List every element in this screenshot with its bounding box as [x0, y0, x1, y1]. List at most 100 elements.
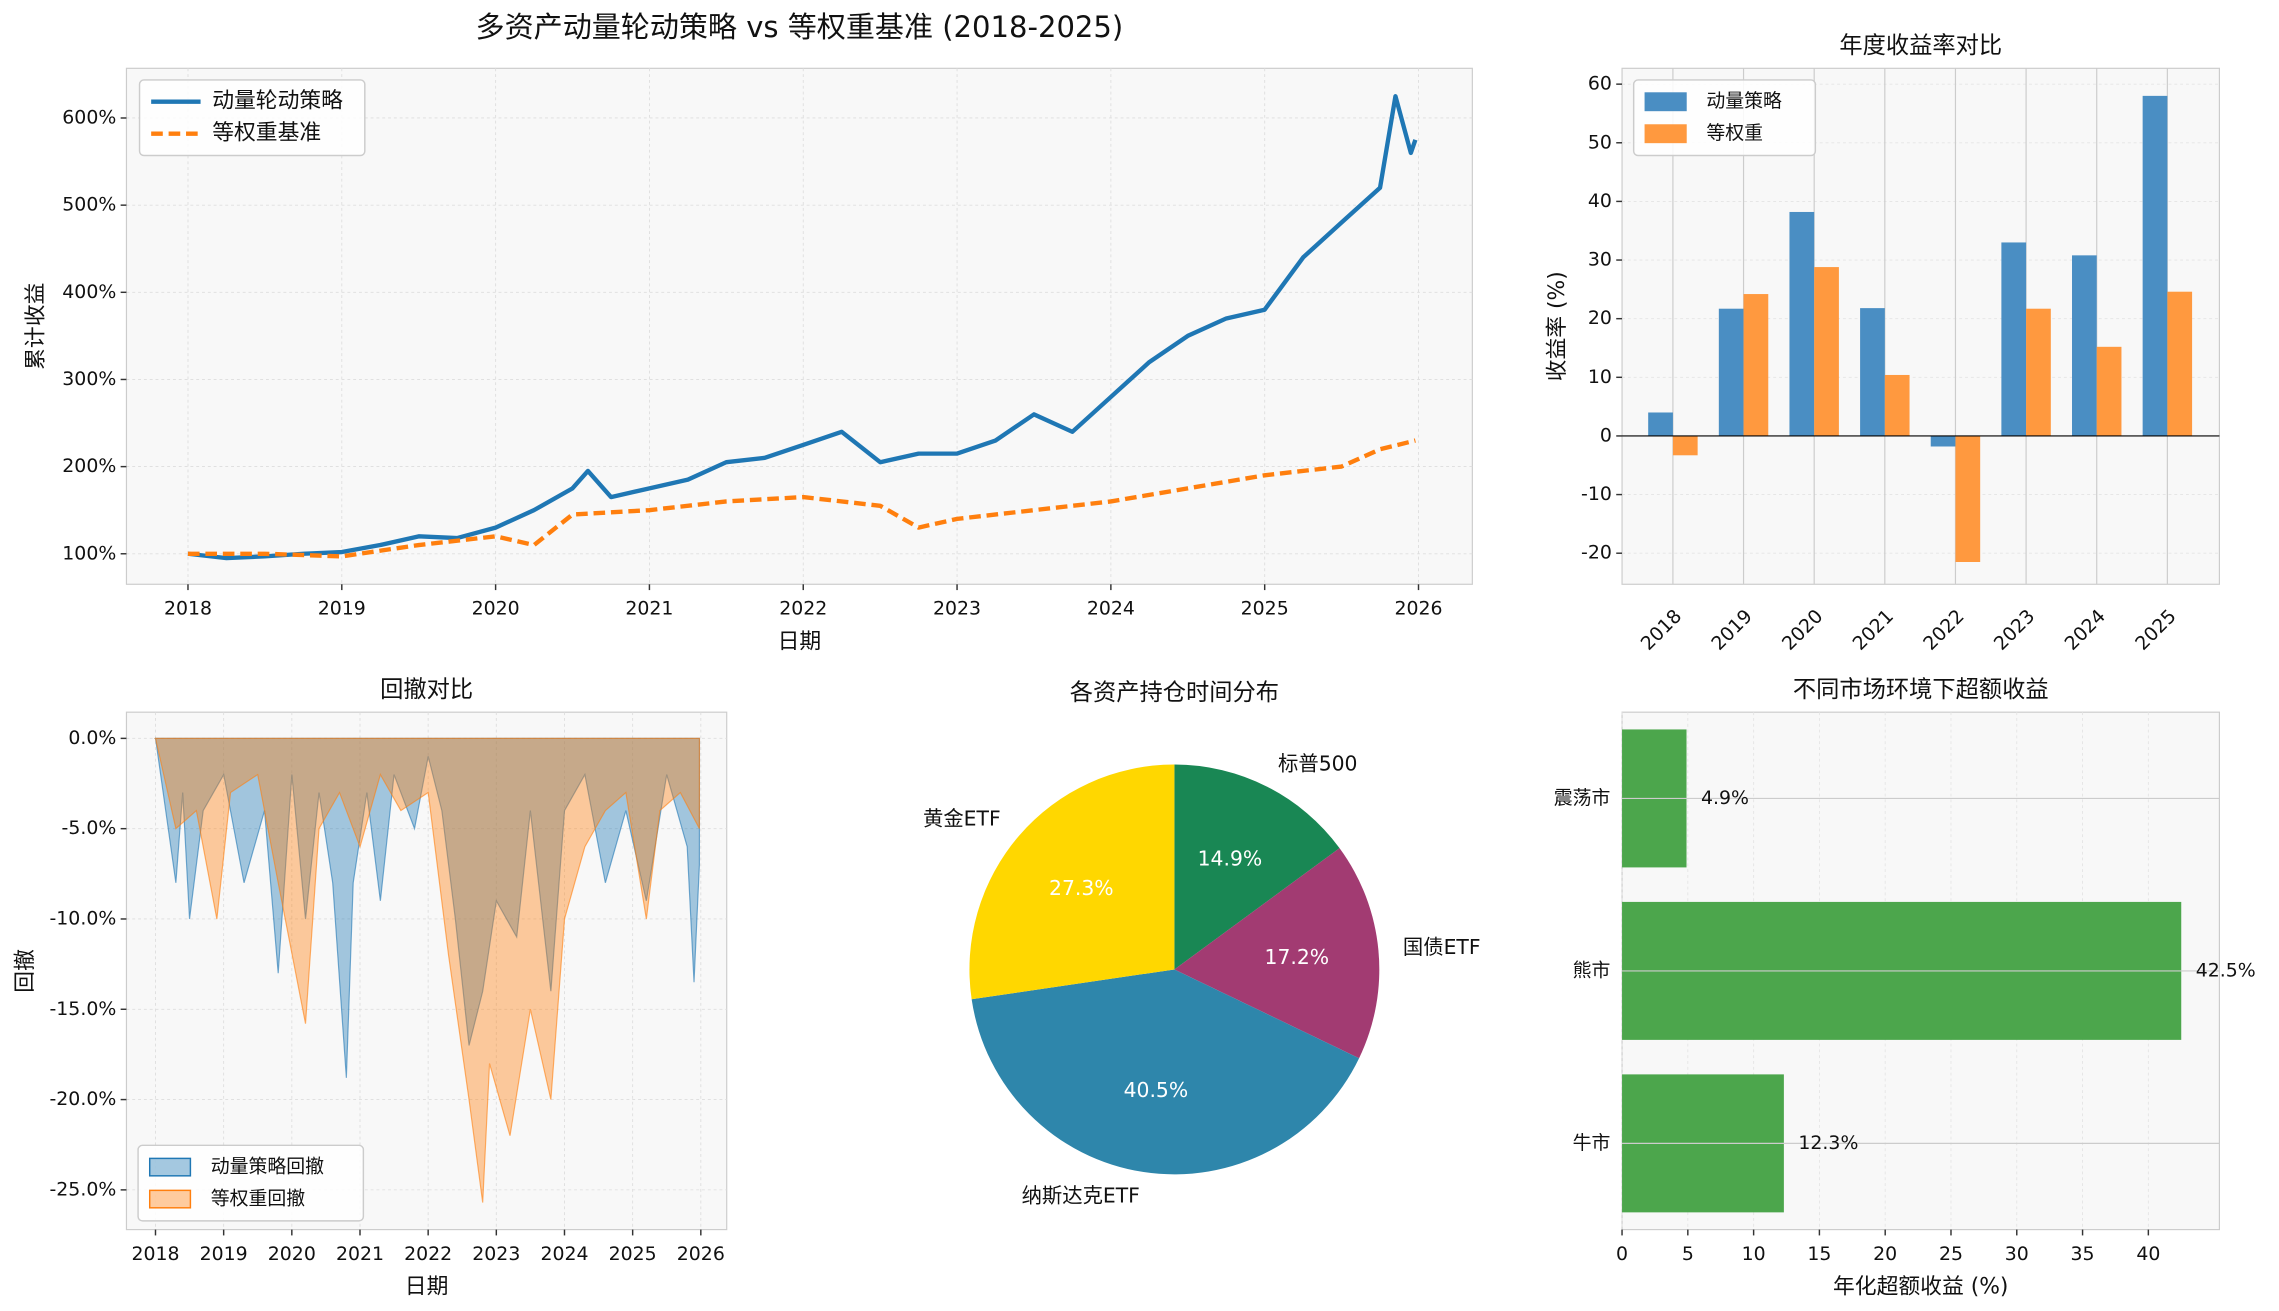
- y-tick-label: -10: [1581, 483, 1612, 505]
- x-tick-label: 2020: [1778, 605, 1828, 655]
- legend-swatch: [1644, 124, 1687, 144]
- bar: [1648, 412, 1673, 436]
- y-tick-label: 10: [1588, 366, 1612, 388]
- y-tick-label: 100%: [62, 542, 116, 564]
- y-axis-label: 收益率 (%): [1545, 271, 1570, 381]
- x-tick-label: 2022: [779, 597, 827, 619]
- x-tick-label: 5: [1682, 1243, 1694, 1265]
- x-tick-label: 25: [1939, 1243, 1963, 1265]
- x-tick-label: 2018: [1637, 605, 1687, 655]
- series-line: [187, 438, 1416, 559]
- y-tick-label: 50: [1588, 131, 1612, 153]
- pie-slice: [1174, 848, 1380, 1059]
- x-tick-label: 40: [2136, 1243, 2160, 1265]
- slice-label: 标普500: [1278, 752, 1357, 776]
- legend-label: 动量策略回撤: [211, 1156, 324, 1178]
- x-tick-label: 2024: [1087, 597, 1135, 619]
- y-tick-label: -20.0%: [49, 1088, 116, 1110]
- x-tick-label: 2022: [404, 1243, 452, 1265]
- value-label: 42.5%: [2196, 959, 2256, 981]
- x-tick-label: 2022: [1919, 605, 1969, 655]
- chart-title: 各资产持仓时间分布: [1070, 679, 1279, 706]
- bar: [1789, 211, 1815, 436]
- value-label: 4.9%: [1701, 787, 1749, 809]
- legend-label: 等权重: [1706, 122, 1763, 144]
- y-tick-label: 0.0%: [68, 727, 116, 749]
- y-tick-label: 0: [1600, 424, 1612, 446]
- y-axis-label: 回撤: [13, 949, 38, 993]
- y-tick-label: -10.0%: [49, 907, 116, 929]
- y-tick-label: 600%: [62, 106, 116, 128]
- x-tick-label: 2020: [268, 1243, 316, 1265]
- x-tick-label: 2023: [933, 597, 981, 619]
- legend-swatch: [1644, 92, 1687, 112]
- slice-label: 黄金ETF: [923, 806, 1001, 830]
- slice-value-label: 27.3%: [1049, 876, 1114, 900]
- x-axis-label: 日期: [778, 629, 822, 654]
- x-tick-label: 2026: [677, 1243, 725, 1265]
- x-tick-label: 2025: [609, 1243, 657, 1265]
- legend-swatch: [148, 1157, 192, 1177]
- bar: [1672, 435, 1698, 456]
- y-tick-label: 60: [1588, 73, 1612, 95]
- x-axis-label: 年化超额收益 (%): [1833, 1275, 2008, 1300]
- chart-title: 不同市场环境下超额收益: [1793, 676, 2049, 703]
- x-tick-label: 30: [2005, 1243, 2029, 1265]
- value-label: 12.3%: [1798, 1132, 1858, 1154]
- slice-value-label: 40.5%: [1124, 1078, 1189, 1102]
- bar: [1743, 294, 1769, 436]
- y-tick-label: 300%: [62, 368, 116, 390]
- bar: [1718, 308, 1744, 436]
- x-tick-label: 35: [2071, 1243, 2095, 1265]
- x-tick-label: 2021: [1849, 605, 1899, 655]
- legend-box: [138, 79, 366, 157]
- legend-label: 等权重回撤: [211, 1188, 305, 1210]
- y-tick-label: 200%: [62, 455, 116, 477]
- x-tick-label: 2019: [318, 597, 366, 619]
- x-tick-label: 2021: [625, 597, 673, 619]
- x-tick-label: 2024: [2060, 605, 2110, 655]
- x-tick-label: 2018: [131, 1243, 179, 1265]
- pie-slice: [969, 764, 1175, 1000]
- y-tick-label: -20: [1581, 542, 1612, 564]
- x-tick-label: 2020: [472, 597, 520, 619]
- drawdown-area: [153, 737, 701, 1203]
- y-tick-label: -25.0%: [49, 1178, 116, 1200]
- slice-label: 国债ETF: [1403, 935, 1481, 959]
- slice-label: 纳斯达克ETF: [1022, 1183, 1140, 1207]
- legend-label: 等权重基准: [212, 121, 321, 146]
- legend-box: [137, 1144, 365, 1222]
- y-axis-label: 累计收益: [23, 283, 48, 370]
- x-tick-label: 2018: [164, 597, 212, 619]
- legend-swatch: [148, 1189, 192, 1209]
- y-tick-label: 500%: [62, 194, 116, 216]
- x-tick-label: 2019: [1707, 605, 1757, 655]
- x-tick-label: 2025: [2131, 605, 2181, 655]
- y-tick-label: -15.0%: [49, 998, 116, 1020]
- chart-title: 多资产动量轮动策略 vs 等权重基准 (2018-2025): [476, 10, 1124, 44]
- y-tick-label: 400%: [62, 281, 116, 303]
- bar: [2072, 255, 2097, 436]
- series-line: [187, 94, 1418, 561]
- x-tick-label: 15: [1807, 1243, 1831, 1265]
- x-tick-label: 10: [1742, 1243, 1766, 1265]
- slice-value-label: 14.9%: [1198, 847, 1263, 871]
- y-tick-label: 20: [1588, 307, 1612, 329]
- legend-label: 动量轮动策略: [212, 89, 343, 114]
- y-tick-label: -5.0%: [62, 817, 117, 839]
- bar: [2167, 291, 2193, 436]
- x-tick-label: 2024: [540, 1243, 588, 1265]
- y-tick-label: 40: [1588, 190, 1612, 212]
- y-tick-label: 熊市: [1573, 959, 1611, 981]
- bar: [2142, 95, 2168, 436]
- slice-value-label: 17.2%: [1265, 945, 1330, 969]
- x-tick-label: 0: [1616, 1243, 1628, 1265]
- x-tick-label: 2021: [336, 1243, 384, 1265]
- chart-title: 年度收益率对比: [1839, 32, 2002, 59]
- x-tick-label: 2019: [200, 1243, 248, 1265]
- bar: [1814, 267, 1839, 436]
- bar: [1930, 435, 1956, 447]
- legend-label: 动量策略: [1706, 90, 1782, 112]
